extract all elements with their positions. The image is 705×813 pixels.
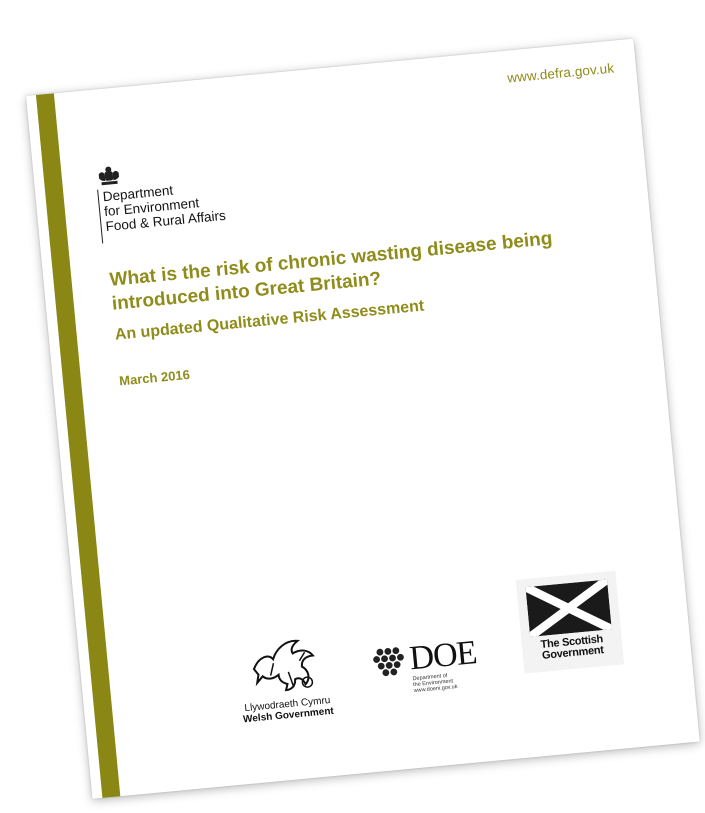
department-name: Department for Environment Food & Rural … xyxy=(102,174,271,234)
website-url[interactable]: www.defra.gov.uk xyxy=(506,60,615,86)
doe-hexagon-icon xyxy=(373,647,404,677)
welsh-government-logo: Llywodraeth Cymru Welsh Government xyxy=(226,627,344,726)
doe-wordmark: DOE xyxy=(407,634,479,678)
saltire-icon xyxy=(525,579,612,637)
publication-date: March 2016 xyxy=(118,366,191,389)
scottish-government-name: The Scottish Government xyxy=(522,632,624,663)
doe-logo: DOE Department of the Environment www.do… xyxy=(369,634,493,698)
scottish-government-logo: The Scottish Government xyxy=(515,570,625,674)
welsh-dragon-icon xyxy=(252,639,315,692)
defra-logo: Department for Environment Food & Rural … xyxy=(95,150,271,244)
report-cover: www.defra.gov.uk Department for Environm… xyxy=(26,38,700,799)
royal-crest-icon xyxy=(98,166,119,186)
